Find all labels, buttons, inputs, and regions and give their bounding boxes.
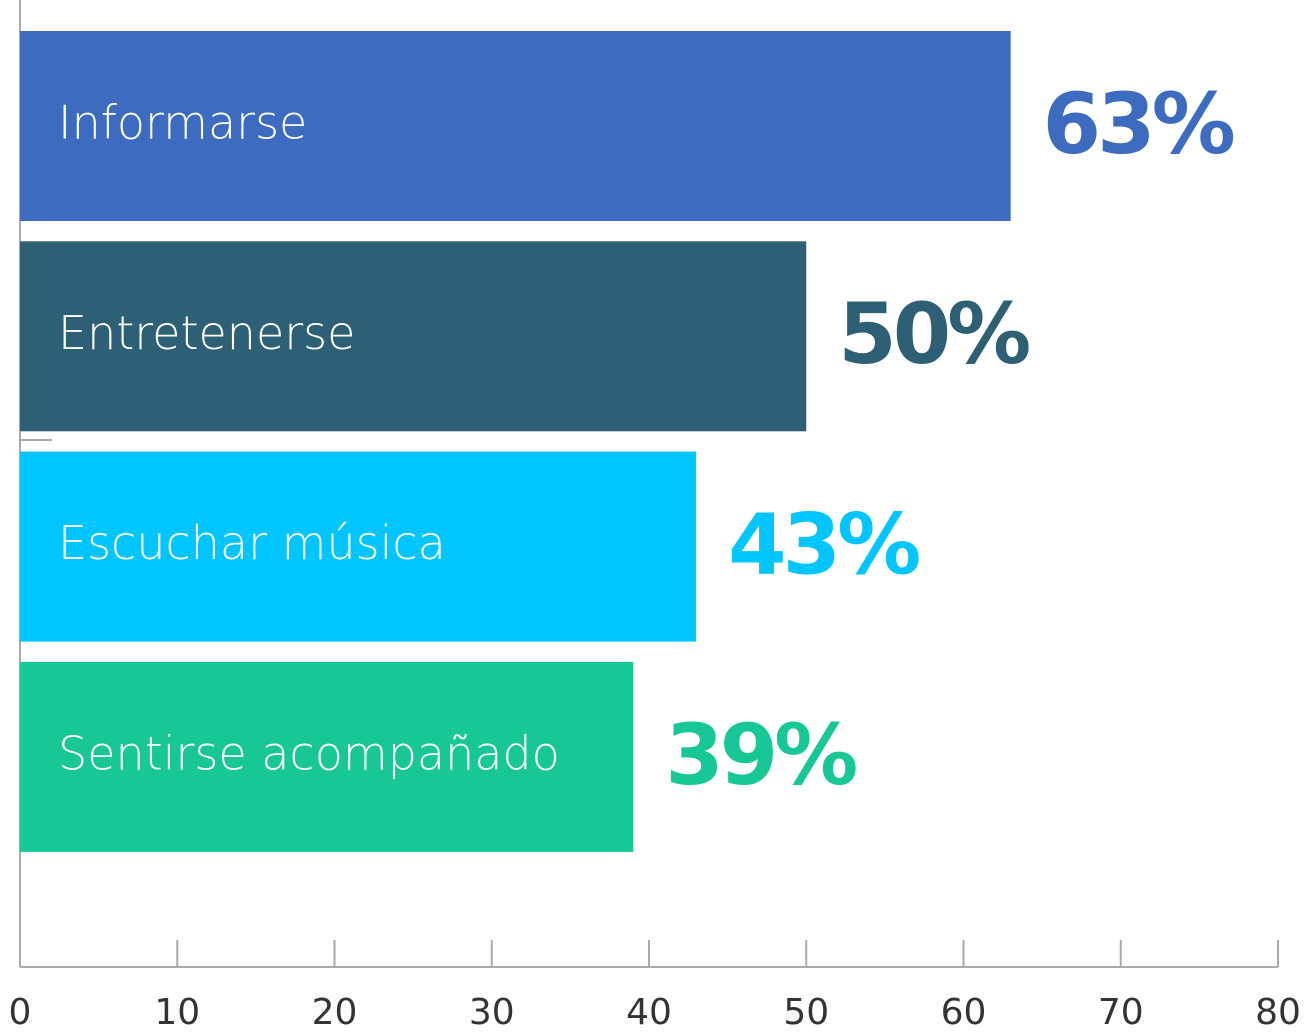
- x-tick-label: 50: [783, 992, 829, 1033]
- category-label: Informarse: [58, 96, 307, 150]
- bar: [20, 451, 697, 642]
- value-label: 43%: [728, 496, 919, 594]
- x-tick-label: 70: [1098, 992, 1144, 1033]
- value-label: 39%: [665, 706, 856, 804]
- x-tick-label: 60: [941, 992, 987, 1033]
- x-tick-label: 10: [154, 992, 200, 1033]
- category-label: Entretenerse: [58, 306, 355, 360]
- x-tick-label: 30: [469, 992, 515, 1033]
- bar: [20, 241, 807, 432]
- category-label: Sentirse acompañado: [58, 726, 560, 780]
- category-label: Escuchar música: [58, 516, 446, 570]
- value-label: 50%: [838, 285, 1029, 383]
- bar: [20, 661, 634, 852]
- x-tick-label: 20: [312, 992, 358, 1033]
- x-tick-label: 0: [9, 992, 32, 1033]
- x-tick-label: 40: [626, 992, 672, 1033]
- value-label: 63%: [1043, 75, 1234, 173]
- x-tick-label: 80: [1255, 992, 1301, 1033]
- bar: [20, 31, 1011, 221]
